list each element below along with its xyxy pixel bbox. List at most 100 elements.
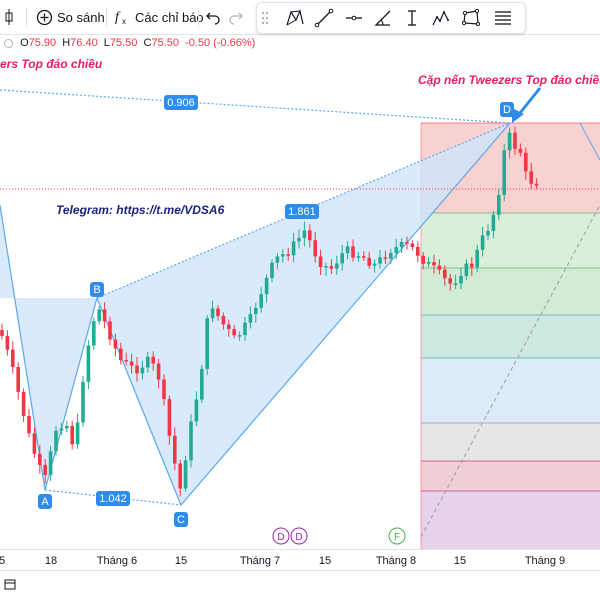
point-a-label: A (38, 494, 52, 509)
candle-body (437, 265, 442, 270)
fibonacci-retracement[interactable] (420, 122, 600, 549)
candle-body (27, 415, 31, 434)
candle-body (313, 240, 317, 257)
candle-body (248, 314, 253, 323)
ratio-ac-label: 1.042 (96, 491, 130, 506)
candle-body (410, 243, 415, 248)
candle-body (362, 256, 366, 258)
redo-icon (228, 9, 244, 25)
candle-body (524, 152, 528, 172)
time-tick: 15 (174, 555, 188, 567)
candle-body (124, 360, 128, 362)
candle-body (335, 263, 339, 269)
bottom-bar (0, 570, 600, 601)
menu-lines-icon[interactable] (491, 6, 515, 30)
redo-button[interactable] (228, 4, 244, 30)
fib-zone-2 (421, 213, 600, 268)
candles-icon (2, 8, 16, 26)
xabcd-pattern-tool-icon[interactable] (283, 6, 307, 30)
dividend-event-icon[interactable]: D (272, 527, 290, 545)
telegram-annotation[interactable]: Telegram: https://t.me/VDSA6 (56, 203, 225, 217)
time-tick: 15 (318, 555, 332, 567)
candle-body (11, 349, 15, 367)
candle-body (513, 132, 517, 149)
time-tick: 18 (44, 555, 58, 567)
candle-body (151, 356, 155, 364)
time-tick: Tháng 6 (96, 555, 138, 567)
fib-zone-5 (421, 358, 600, 423)
candle-body (421, 255, 425, 264)
candle-body (65, 425, 69, 429)
candle-body (113, 339, 118, 349)
candle-body (102, 309, 107, 322)
candle-body (302, 230, 307, 238)
candle-body (372, 263, 377, 266)
candle-body (345, 246, 350, 254)
drag-handle-icon[interactable] (259, 6, 271, 30)
price-chart[interactable]: A B C D 0.906 1.861 1.042 D D F (0, 0, 600, 570)
candle-body (497, 194, 501, 215)
candle-body (416, 247, 420, 256)
dividend-event-icon[interactable]: D (290, 527, 308, 545)
trend-line-tool-icon[interactable] (312, 6, 336, 30)
financial-event-icon[interactable]: F (388, 527, 406, 545)
visibility-dot-icon[interactable] (4, 38, 13, 48)
candle-body (264, 277, 269, 295)
candle-body (399, 241, 404, 248)
candle-body (453, 283, 458, 285)
svg-text:B: B (93, 284, 100, 296)
candle-body (486, 230, 490, 236)
candle-body (86, 345, 91, 382)
candle-body (356, 256, 361, 258)
undo-button[interactable] (205, 4, 221, 30)
text-cursor-tool-icon[interactable] (400, 6, 424, 30)
elliott-wave-tool-icon[interactable] (429, 6, 453, 30)
change-value: -0.50 (-0.66%) (185, 37, 256, 49)
fib-zone-4 (421, 315, 600, 358)
candle-body (491, 214, 496, 231)
candle-body (156, 363, 161, 380)
right-title-annotation[interactable]: Cặp nến Tweezers Top đảo chiều (418, 73, 600, 87)
candle-body (297, 237, 301, 242)
candle-body (507, 132, 512, 151)
candle-body (173, 435, 177, 464)
candle-body (70, 425, 74, 445)
candle-body (54, 430, 58, 452)
candle-body (232, 329, 236, 336)
candle-body (167, 399, 172, 436)
candle-body (286, 254, 290, 256)
candle-body (475, 249, 479, 268)
candle-body (97, 309, 101, 322)
angle-tool-icon[interactable] (371, 6, 395, 30)
candle-body (318, 256, 323, 268)
candle-body (308, 230, 312, 241)
candle-body (329, 266, 334, 269)
candle-body (237, 335, 242, 337)
candle-body (227, 324, 231, 330)
candle-body (448, 278, 452, 284)
polygon-tool-icon[interactable] (459, 6, 483, 30)
candle-body (367, 257, 371, 266)
candle-body (183, 460, 188, 489)
svg-text:1.861: 1.861 (288, 206, 316, 218)
candle-body (200, 368, 204, 400)
horizontal-line-tool-icon[interactable] (342, 6, 366, 30)
calendar-icon[interactable] (4, 577, 16, 595)
time-tick: 15 (453, 555, 467, 567)
time-axis[interactable]: 5 18 Tháng 6 15 Tháng 7 15 Tháng 8 15 Th… (0, 549, 600, 570)
chart-type-button[interactable] (2, 4, 16, 30)
candle-body (351, 246, 355, 258)
candle-body (502, 150, 506, 195)
time-tick: Tháng 9 (524, 555, 566, 567)
svg-text:A: A (41, 496, 49, 508)
svg-text:x: x (122, 17, 126, 26)
candle-body (162, 379, 166, 400)
candle-body (432, 262, 436, 266)
arrow-annotation[interactable] (512, 87, 542, 123)
left-title-annotation[interactable]: ers Top đảo chiều (0, 57, 103, 71)
point-c-label: C (174, 512, 188, 527)
high-value: 76.40 (70, 37, 98, 49)
compare-button[interactable]: So sánh (36, 4, 105, 30)
